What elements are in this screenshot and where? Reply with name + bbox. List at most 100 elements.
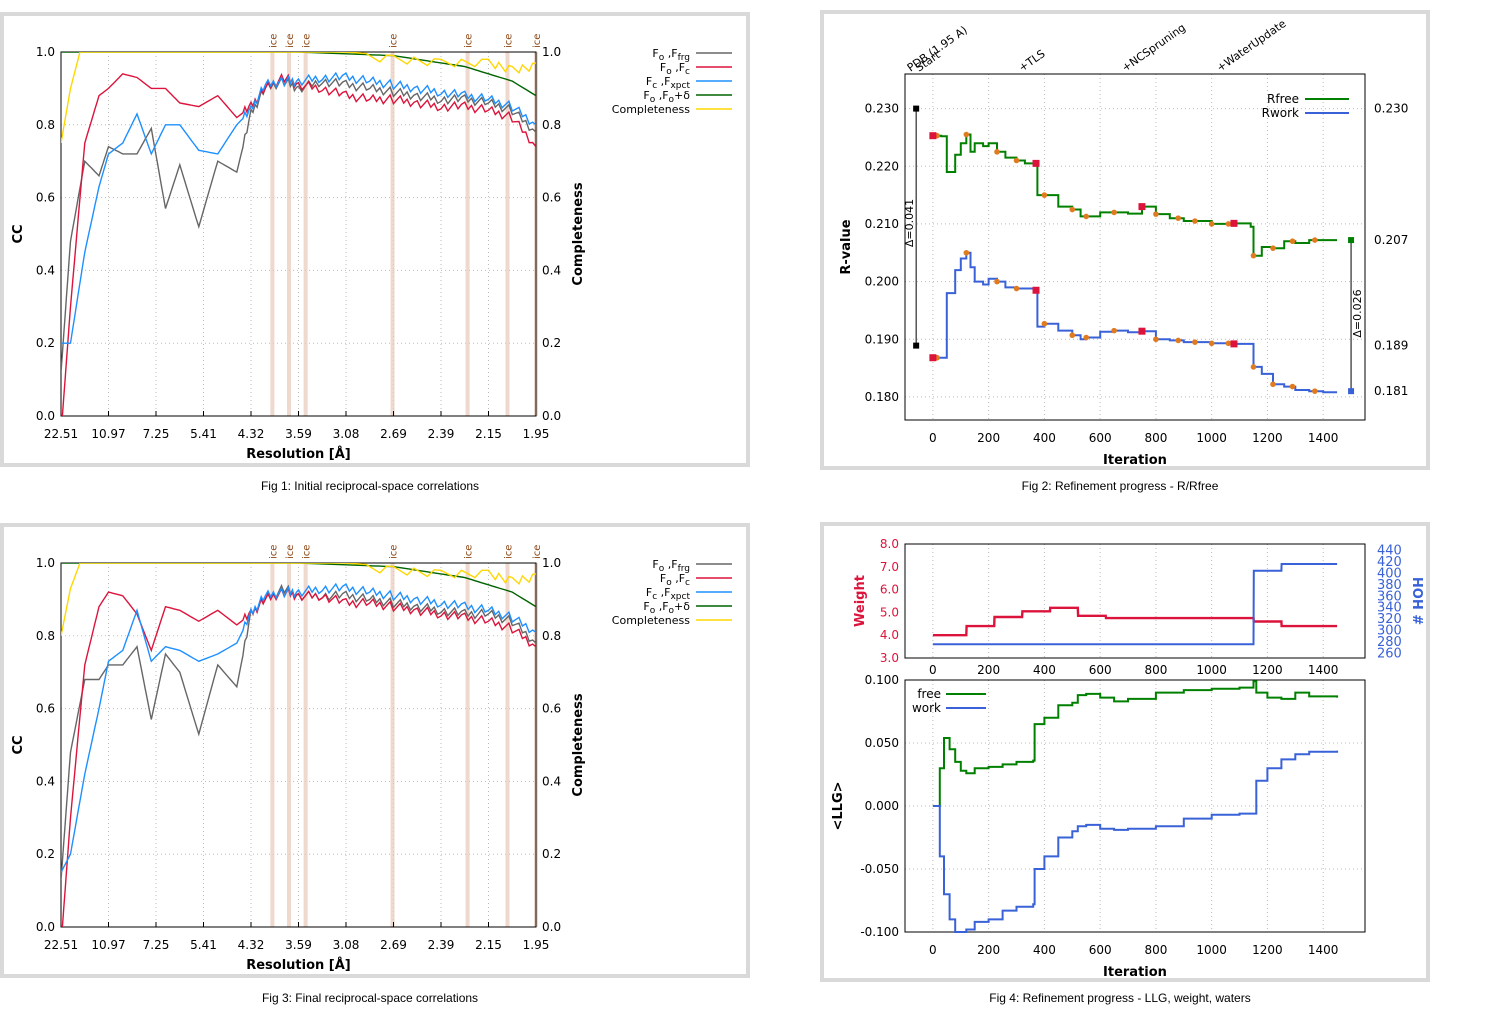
hoh-tick-label: 280 [1377,635,1402,650]
weight-tick-label: 7.0 [880,560,899,574]
stage-marker [1138,327,1146,335]
x-tick-label: 0 [929,943,937,957]
series-line-fc_fxpct [61,71,536,344]
hoh-axis-title: HOH # [1409,577,1424,625]
ice-ring-label: ice [464,34,475,48]
ice-ring-label: ice [532,34,543,48]
y-tick-label: 0.0 [36,409,55,423]
stage-marker [929,132,937,140]
legend-entry-label: Fo ,Fo+δ [643,600,690,616]
x-tick-label: 3.59 [285,938,312,952]
series-line-rwork [932,251,1338,394]
data-point [1208,340,1215,347]
legend-entry-label: Fo ,Ffrg [652,47,690,63]
weight-axis-title: Weight [853,575,868,627]
data-point [1083,334,1090,341]
data-point [1069,332,1076,339]
figure-2-caption: Fig 2: Refinement progress - R/Rfree [1021,479,1219,493]
x-tick-label: 7.25 [143,427,170,441]
right-value-label: 0.181 [1374,384,1408,398]
x-tick-label: 2.39 [428,427,455,441]
r-rfree-progress-chart: 0 200 400 600 800 1000 1200 1400 0.230 0.220 0.210… [839,17,1408,468]
x-tick-label-top: 1000 [1196,663,1227,677]
x-tick-label: 200 [977,431,1000,445]
hoh-tick-label: 380 [1377,578,1402,593]
final-rfree-marker [1348,237,1355,244]
series-line-fo_fo_delta [61,563,536,608]
y-tick-label: 0.2 [36,847,55,861]
x-tick-label-top: 200 [977,663,1000,677]
ice-ring-label: ice [268,545,279,559]
llg-tick-label: 0.100 [865,673,899,687]
pdb-rfree-marker [913,105,920,112]
x-tick-label: 3.08 [333,938,360,952]
series-group [61,52,536,416]
data-point [1289,238,1296,245]
x-tick-label-top: 400 [1033,663,1056,677]
plot-frame [904,73,1366,421]
legend-entry-label: Rwork [1262,106,1299,120]
ice-ring-band [465,563,470,927]
data-point [1289,383,1296,390]
data-point [1250,364,1257,370]
ice-ring-label: ice [504,545,515,559]
x-tick-label: 22.51 [44,938,78,952]
figure-3-frame: ice ice ice ice ice ice ice 22.51 10.97 7.25 5.41 4… [0,523,750,978]
stage-label: +TLS [1016,47,1047,74]
y-tick-label: 0.220 [865,159,899,173]
llg-tick-label: 0.050 [865,736,899,750]
plot-frame [60,562,537,928]
ice-ring-band [465,52,470,416]
y2-axis-title: Completeness [571,182,586,285]
x-tick-label: 22.51 [44,427,78,441]
data-point [1208,221,1215,227]
x-tick-label: 4.32 [238,938,265,952]
x-tick-label: 7.25 [143,938,170,952]
y-tick-label: 0.4 [36,263,55,277]
x-tick-label: 5.41 [190,938,217,952]
ice-ring-band [287,563,291,927]
x-tick-label: 600 [1089,431,1112,445]
data-point [1083,213,1090,220]
x-axis-title: Resolution [Å] [246,446,351,462]
data-point [1225,221,1232,227]
legend-entry-label: work [912,701,941,715]
y2-tick-label: 0.0 [542,920,561,934]
waters-line [932,563,1338,646]
legend-entry-label: Completeness [612,103,690,116]
ice-ring-label: ice [285,34,296,48]
series-line-fc_fxpct [61,582,536,873]
y-tick-label: 0.6 [36,702,55,716]
data-point [1153,336,1159,343]
x-tick-label: 600 [1089,943,1112,957]
y-tick-label: 0.230 [865,102,899,116]
weight-tick-label: 5.0 [880,605,899,619]
plot-frame [60,51,537,417]
y-axis-title: R-value [839,219,854,274]
x-tick-label: 3.59 [285,427,312,441]
figure-1-frame: ice ice ice ice ice ice ice 22.51 10.97 7.25 5.41 4… [0,12,750,467]
hoh-tick-label: 400 [1377,567,1402,582]
data-point [1175,215,1182,221]
figure-3-caption: Fig 3: Final reciprocal-space correlatio… [261,991,479,1005]
stage-marker [929,354,937,362]
data-point [1013,285,1020,292]
data-point [1270,381,1276,388]
data-point [1312,388,1318,394]
y-tick-label: 0.190 [865,332,899,346]
y2-tick-label: 0.6 [542,191,561,205]
x-tick-label: 4.32 [238,427,265,441]
y2-tick-label: 0.2 [542,847,561,861]
ice-ring-label: ice [389,34,400,48]
right-value-label: 0.207 [1374,233,1408,247]
bottom-plot-frame [904,679,1366,933]
data-point [1312,237,1318,243]
x-tick-label-top: 0 [929,663,937,677]
ice-ring-label: ice [464,545,475,559]
x-tick-label-top: 1400 [1308,663,1339,677]
weight-tick-label: 8.0 [880,537,899,551]
ice-ring-band [270,563,275,927]
data-point [1270,245,1276,251]
llg-axis-title: <LLG> [831,781,846,830]
